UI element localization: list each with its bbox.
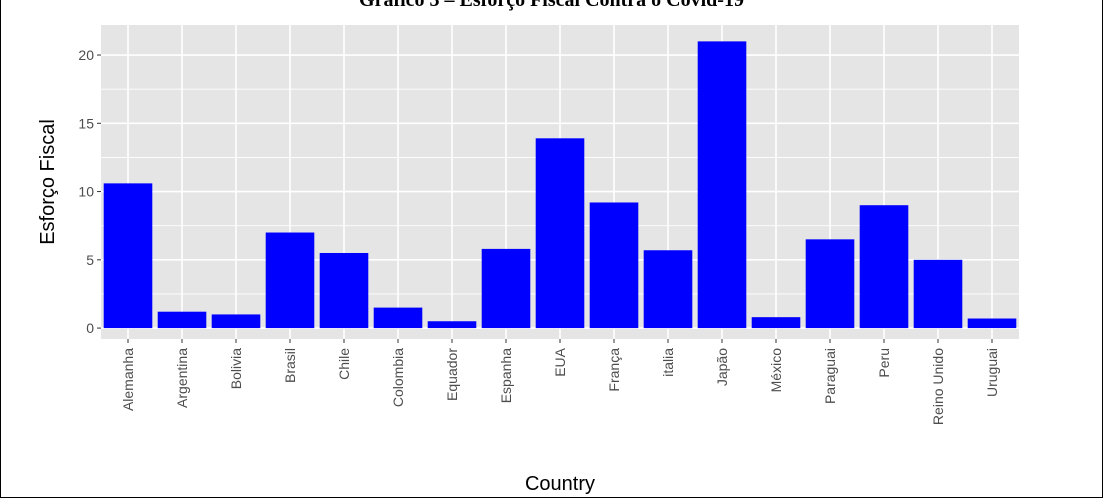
x-tick-label: Brasil <box>282 348 298 383</box>
y-tick-label: 15 <box>78 115 94 131</box>
y-tick-label: 0 <box>86 320 94 336</box>
x-tick-label: Reino Unido <box>930 348 946 425</box>
bar-bolivia <box>211 314 261 329</box>
page-title: Gráfico 3 – Esforço Fiscal Contra o Covi… <box>359 0 744 11</box>
x-tick-label: Chile <box>336 348 352 380</box>
bar-eua <box>535 138 585 329</box>
y-axis-title: Esforço Fiscal <box>37 119 59 245</box>
bar-uruguai <box>967 318 1017 329</box>
bar-frança <box>589 202 639 329</box>
x-tick-label: Uruguai <box>984 348 1000 397</box>
bar-colombia <box>373 307 423 329</box>
bar-paraguai <box>805 239 855 329</box>
x-tick-label: Paraguai <box>822 348 838 404</box>
bar-japão <box>697 41 747 329</box>
x-tick-label: Equador <box>444 348 460 401</box>
y-tick-label: 5 <box>86 252 94 268</box>
bar-méxico <box>751 317 801 329</box>
bar-espanha <box>481 248 531 329</box>
x-tick-label: Colombia <box>390 348 406 407</box>
x-tick-label: Peru <box>876 348 892 378</box>
bar-peru <box>859 205 909 329</box>
x-tick-label: italia <box>660 348 676 377</box>
x-axis: Alemanha Argentina Bolivia Brasil Chile Colom… <box>120 339 1000 425</box>
x-tick-label: Alemanha <box>120 348 136 411</box>
bar-reino-unido <box>913 259 963 329</box>
x-tick-label: Bolivia <box>228 348 244 389</box>
y-axis: 0 5 10 15 20 <box>78 47 101 336</box>
y-tick-label: 20 <box>78 47 94 63</box>
bar-argentina <box>157 311 207 329</box>
y-tick-label: 10 <box>78 184 94 200</box>
x-tick-label: México <box>768 348 784 393</box>
bar-equador <box>427 321 477 329</box>
x-tick-label: EUA <box>552 347 568 376</box>
x-axis-title: Country <box>525 473 595 495</box>
bar-alemanha <box>103 183 153 329</box>
bars-group <box>103 41 1017 329</box>
x-tick-label: Japão <box>714 348 730 386</box>
x-tick-label: Argentina <box>174 348 190 408</box>
bar-brasil <box>265 232 315 329</box>
bar-italia <box>643 250 693 329</box>
bar-chile <box>319 252 369 329</box>
x-tick-label: França <box>606 348 622 392</box>
x-tick-label: Espanha <box>498 348 514 403</box>
